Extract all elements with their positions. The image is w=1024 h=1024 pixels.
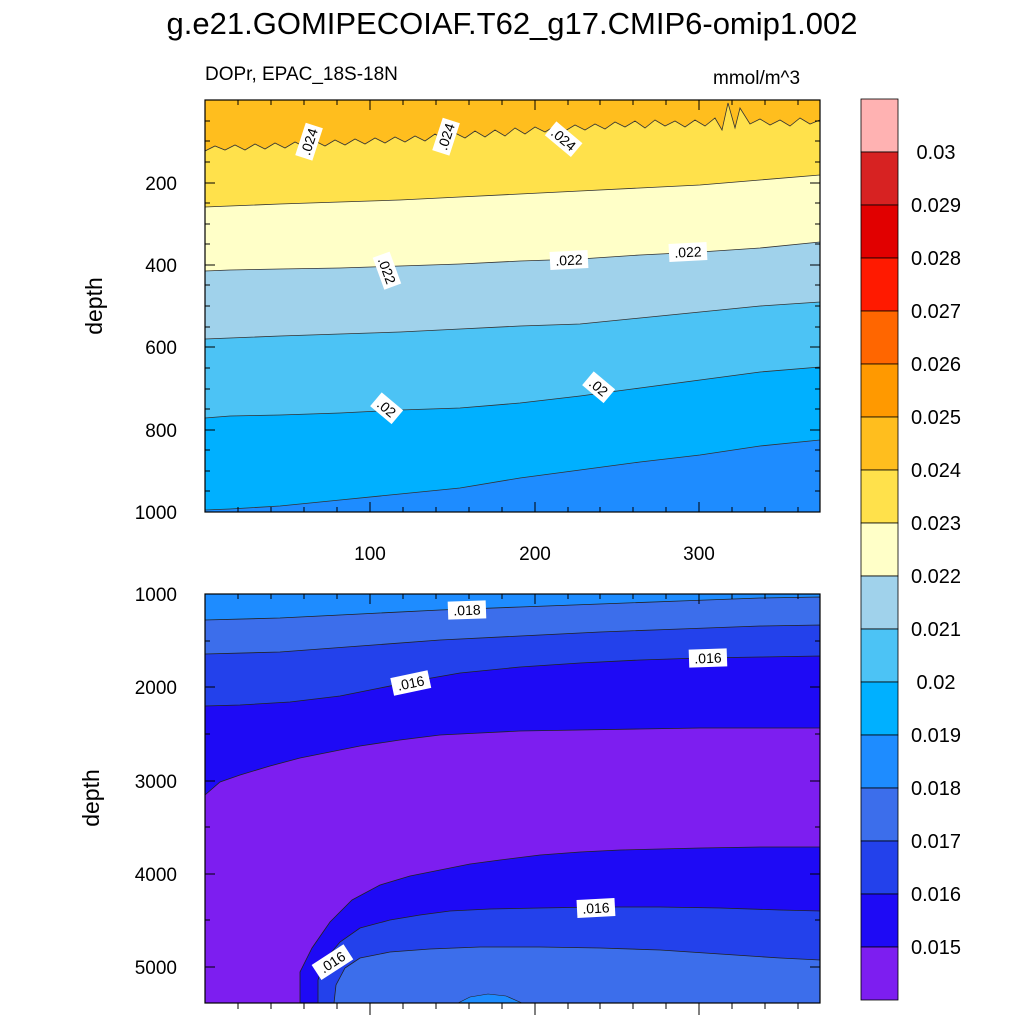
colorbar-label: 0.018 bbox=[911, 778, 961, 800]
svg-text:.016: .016 bbox=[396, 672, 426, 693]
colorbar-swatch bbox=[860, 946, 899, 1001]
colorbar-label: 0.023 bbox=[911, 513, 961, 535]
upper-y-ticks bbox=[205, 120, 820, 492]
colorbar-swatch bbox=[860, 628, 899, 683]
colorbar-label: 0.024 bbox=[911, 460, 961, 482]
colorbar-label: 0.027 bbox=[911, 301, 961, 323]
colorbar-label: 0.029 bbox=[911, 195, 961, 217]
colorbar-swatch bbox=[860, 575, 899, 630]
colorbar-swatch bbox=[860, 893, 899, 948]
colorbar-label: 0.015 bbox=[911, 937, 961, 959]
colorbar-label: 0.017 bbox=[911, 831, 961, 853]
colorbar-label: 0.019 bbox=[911, 725, 961, 747]
colorbar-swatch bbox=[860, 840, 899, 895]
colorbar-label: 0.016 bbox=[911, 884, 961, 906]
colorbar-label: 0.025 bbox=[911, 407, 961, 429]
svg-text:.022: .022 bbox=[674, 243, 702, 260]
lower-y-tick-label: 3000 bbox=[135, 772, 177, 793]
colorbar-label: 0.03 bbox=[917, 142, 956, 164]
upper-x-tick-label: 100 bbox=[354, 544, 386, 565]
colorbar-swatch bbox=[860, 98, 899, 153]
colorbar-swatch bbox=[860, 734, 899, 789]
lower-y-axis-label: depth bbox=[78, 769, 104, 827]
upper-y-tick-label: 400 bbox=[145, 256, 177, 277]
lower-contour-panel: .018 .016 .016 .016 .016 bbox=[205, 594, 820, 1003]
chart-title: g.e21.GOMIPECOIAF.T62_g17.CMIP6-omip1.00… bbox=[166, 6, 858, 41]
colorbar-swatch bbox=[860, 469, 899, 524]
colorbar-swatch bbox=[860, 310, 899, 365]
contour-label: .022 bbox=[549, 250, 589, 270]
colorbar-swatch bbox=[860, 787, 899, 842]
upper-x-ticks bbox=[237, 100, 799, 512]
upper-y-tick-label: 800 bbox=[145, 421, 177, 442]
colorbar-label: 0.026 bbox=[911, 354, 961, 376]
colorbar-swatch bbox=[860, 204, 899, 259]
colorbar-swatch bbox=[860, 151, 899, 206]
upper-y-tick-label: 600 bbox=[145, 338, 177, 359]
contour-label: .024 bbox=[432, 117, 460, 156]
colorbar-swatch bbox=[860, 363, 899, 418]
lower-x-ticks bbox=[237, 594, 799, 1015]
colorbar-swatch bbox=[860, 416, 899, 471]
contour-label: .018 bbox=[447, 600, 487, 620]
contour-label: .016 bbox=[688, 648, 728, 668]
subtitle-variable: DOPr, EPAC_18S-18N bbox=[205, 64, 398, 85]
contour-label: .016 bbox=[390, 670, 432, 696]
colorbar-label: 0.028 bbox=[911, 248, 961, 270]
contour-label: .016 bbox=[576, 898, 616, 918]
svg-text:.018: .018 bbox=[453, 602, 481, 619]
lower-y-ticks bbox=[205, 640, 820, 968]
colorbar-label: 0.02 bbox=[917, 672, 956, 694]
colorbar-label: 0.021 bbox=[911, 619, 961, 641]
lower-y-tick-label: 4000 bbox=[135, 865, 177, 886]
svg-text:.016: .016 bbox=[582, 899, 610, 916]
lower-y-tick-label: 1000 bbox=[135, 585, 177, 606]
lower-y-tick-label: 5000 bbox=[135, 958, 177, 979]
svg-text:.016: .016 bbox=[694, 650, 722, 667]
upper-y-tick-label: 1000 bbox=[135, 503, 177, 524]
upper-x-tick-label: 200 bbox=[519, 544, 551, 565]
upper-y-axis-label: depth bbox=[81, 277, 107, 335]
deep-band-0.018-0.019 bbox=[457, 993, 523, 1003]
colorbar: 0.03 0.029 0.028 0.027 0.026 0.025 0.024 0.023 0… bbox=[860, 98, 961, 1001]
upper-x-tick-label: 300 bbox=[683, 544, 715, 565]
lower-y-tick-label: 2000 bbox=[135, 678, 177, 699]
contour-label: .024 bbox=[295, 122, 323, 161]
colorbar-swatch bbox=[860, 522, 899, 577]
upper-contour-panel: .024 .024 .024 .022 .022 .022 .02 .02 bbox=[205, 100, 820, 512]
colorbar-swatch bbox=[860, 257, 899, 312]
svg-text:.022: .022 bbox=[555, 251, 583, 268]
lower-plot-frame bbox=[204, 593, 821, 1004]
subtitle-units: mmol/m^3 bbox=[713, 68, 801, 89]
colorbar-label: 0.022 bbox=[911, 566, 961, 588]
upper-y-tick-label: 200 bbox=[145, 174, 177, 195]
colorbar-swatch bbox=[860, 681, 899, 736]
contour-label: .022 bbox=[668, 242, 708, 262]
deep-band-0.017-0.018 bbox=[333, 946, 820, 1003]
